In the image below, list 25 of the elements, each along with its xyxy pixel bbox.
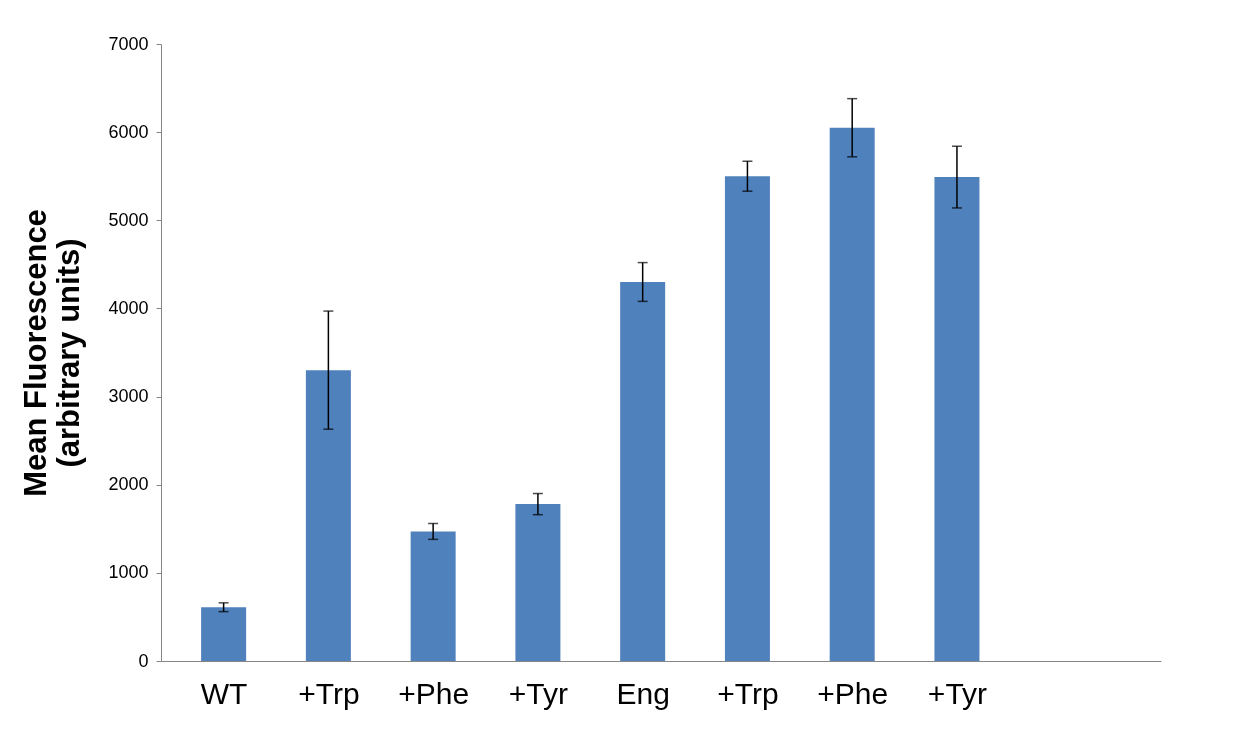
y-tick-label: 5000: [108, 209, 149, 230]
x-tick-label: Eng: [616, 676, 670, 710]
bar: [934, 177, 980, 661]
bar: [201, 607, 247, 661]
x-tick-label: +Trp: [717, 676, 779, 710]
bar: [410, 531, 456, 661]
y-tick-label: 6000: [108, 121, 149, 142]
x-tick-label: WT: [200, 676, 248, 710]
y-tick-label: 2000: [108, 474, 149, 495]
x-tick-label: +Tyr: [927, 676, 988, 710]
y-tick-label: 1000: [108, 562, 149, 583]
y-tick-label: 3000: [108, 386, 149, 407]
y-tick-label: 7000: [108, 33, 149, 54]
y-tick-label: 0: [138, 650, 149, 671]
bar: [620, 281, 666, 661]
bar: [829, 127, 875, 661]
y-tick-label: 4000: [108, 297, 149, 318]
bar: [305, 370, 351, 661]
y-axis-title: Mean Fluorescence (arbitrary units): [18, 209, 87, 497]
x-tick-label: +Phe: [817, 676, 889, 710]
x-tick-label: +Phe: [398, 676, 470, 710]
x-tick-label: +Tyr: [508, 676, 568, 710]
bar: [515, 504, 561, 661]
x-tick-label: +Trp: [298, 676, 360, 710]
bar: [724, 176, 770, 661]
